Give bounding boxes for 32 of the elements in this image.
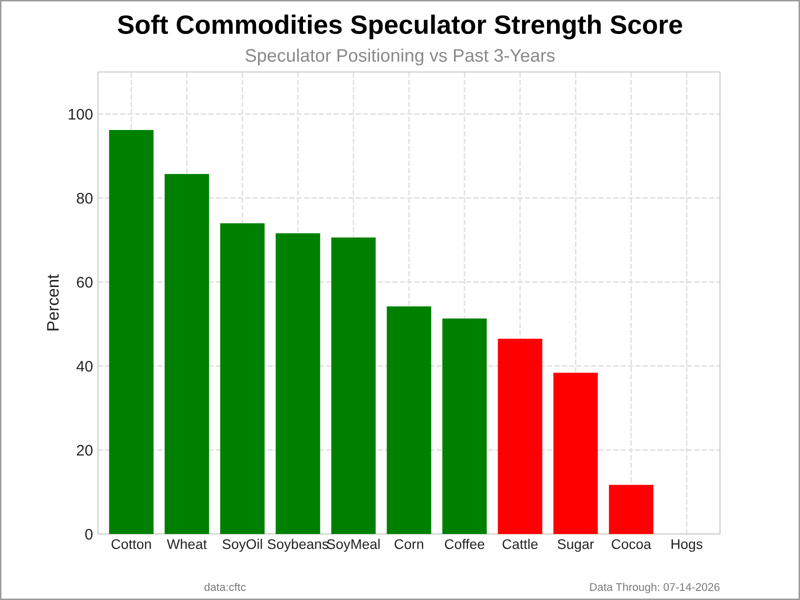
x-tick-label: Cotton: [112, 539, 151, 550]
text: Data Through: 07-14-2026: [590, 582, 720, 594]
bar: [276, 233, 320, 534]
x-tick-label: Hogs: [672, 539, 702, 552]
x-tick-label: Sugar: [558, 539, 594, 552]
x-tick-label: Corn: [394, 539, 424, 550]
y-axis-title: Percent: [47, 274, 59, 330]
y-tick-label: 40: [76, 360, 93, 372]
bar: [164, 174, 210, 534]
x-tick-label: Cocoa: [612, 539, 652, 550]
chart-title: Soft Commodities Speculator Strength Score: [118, 14, 682, 40]
text: data:cftc: [204, 582, 246, 591]
bar: [331, 237, 376, 534]
x-tick-label: Soybeans: [268, 538, 328, 552]
y-tick-label: 20: [76, 444, 93, 456]
y-tick-label: 0: [85, 528, 93, 540]
bar: [442, 318, 487, 534]
x-tick-label: Wheat: [166, 538, 207, 550]
bar: [220, 223, 265, 534]
x-tick-label: Cattle: [502, 538, 538, 550]
y-tick-label: 60: [76, 276, 93, 288]
bar: [109, 130, 154, 534]
bar: [608, 484, 654, 534]
bar: [386, 306, 432, 534]
x-tick-label: Coffee: [444, 538, 484, 550]
x-tick-label: SoyMeal: [327, 538, 380, 552]
bar: [553, 372, 598, 534]
bar: [498, 338, 542, 534]
y-tick-label: 100: [68, 108, 93, 120]
y-tick-label: 80: [76, 192, 93, 204]
chart-subtitle: Speculator Positioning vs Past 3-Years: [246, 48, 555, 66]
x-tick-label: SoyOil: [222, 538, 262, 552]
